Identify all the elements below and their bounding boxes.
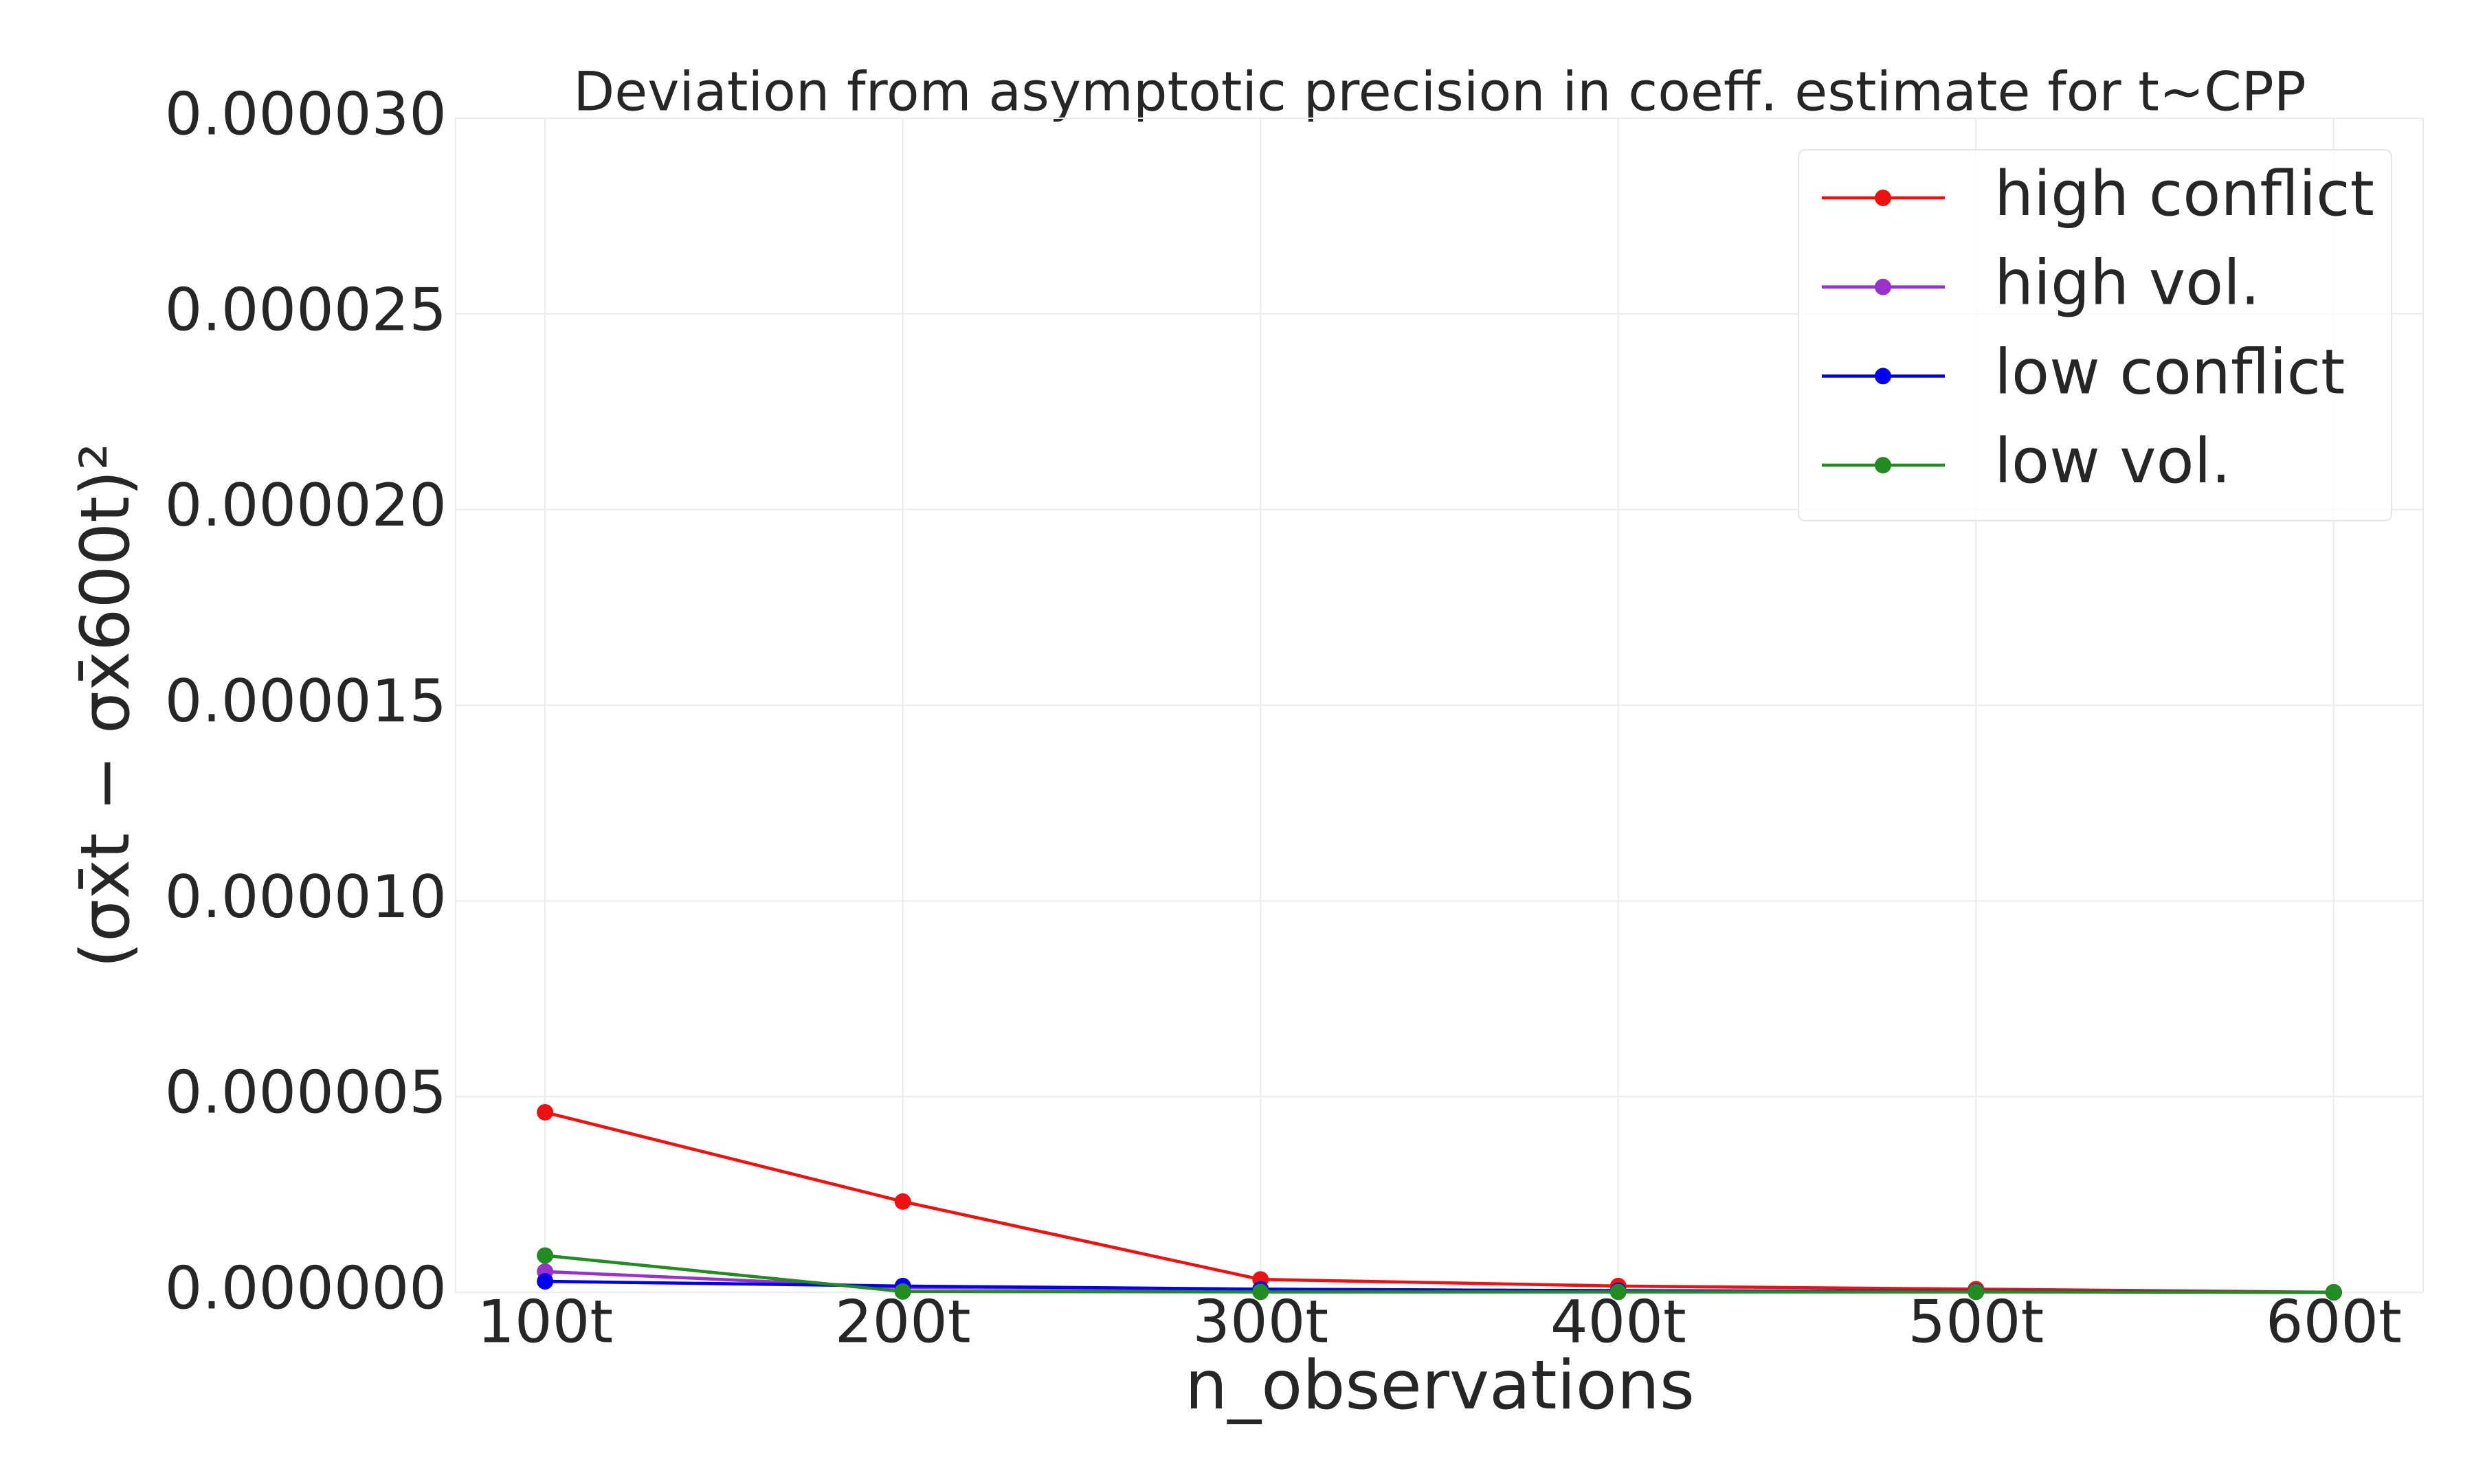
- series-line: [544, 1254, 2334, 1294]
- marker: [894, 1193, 911, 1210]
- marker: [1609, 1283, 1627, 1301]
- y-tick-label: 0.000015: [165, 667, 447, 736]
- marker: [1252, 1283, 1269, 1301]
- marker: [894, 1283, 911, 1300]
- y-tick-label: 0.000020: [165, 471, 447, 540]
- legend-marker: [1875, 278, 1891, 295]
- y-tick-label: 0.000030: [165, 80, 447, 148]
- series-line: [544, 1110, 2334, 1294]
- y-tick-label: 0.000000: [165, 1254, 447, 1323]
- legend-box: [1798, 149, 2392, 521]
- y-axis-label: (σx̄t − σx̄600t)²: [67, 443, 145, 968]
- legend-marker: [1875, 368, 1891, 385]
- x-tick-label: 100t: [477, 1288, 613, 1356]
- y-tick-label: 0.000005: [165, 1059, 447, 1127]
- marker: [1968, 1283, 1985, 1301]
- marker: [537, 1103, 554, 1121]
- y-tick-label: 0.000010: [165, 863, 447, 932]
- legend-label: low conflict: [1994, 336, 2345, 408]
- x-axis-label: n_observations: [1185, 1347, 1695, 1425]
- y-tick-label: 0.000025: [165, 276, 447, 344]
- legend-marker: [1875, 457, 1891, 474]
- marker: [537, 1247, 554, 1264]
- marker: [2325, 1284, 2342, 1301]
- legend-label: high conflict: [1994, 158, 2374, 230]
- legend-label: high vol.: [1994, 247, 2260, 319]
- legend-marker: [1875, 190, 1891, 206]
- chart-title: Deviation from asymptotic precision in c…: [573, 61, 2306, 123]
- legend-label: low vol.: [1994, 425, 2231, 497]
- marker: [537, 1273, 554, 1290]
